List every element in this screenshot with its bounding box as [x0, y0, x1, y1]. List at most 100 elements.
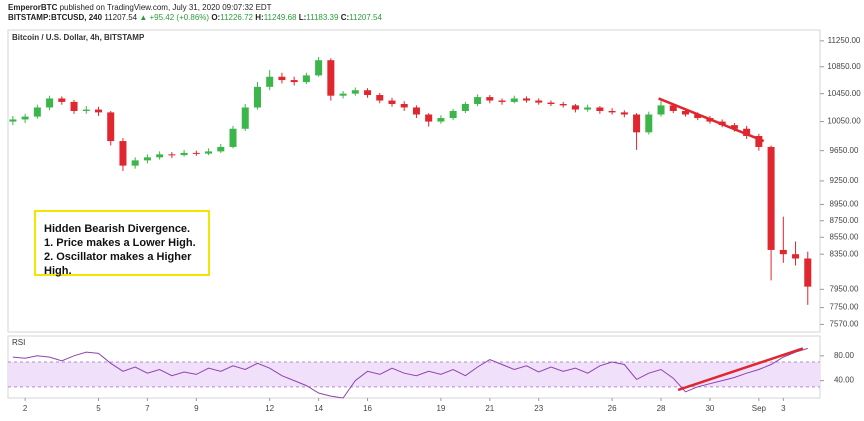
candle-body — [241, 107, 249, 129]
y-tick-label: 8550.00 — [830, 232, 859, 241]
candle-body — [46, 98, 54, 108]
candle-body — [229, 128, 237, 147]
change: ▲ +95.42 (+0.86%) — [139, 13, 210, 22]
candle-body — [70, 101, 78, 111]
candle-body — [767, 146, 775, 250]
y-tick-label: 9650.00 — [830, 146, 859, 155]
candle-body — [792, 254, 800, 259]
candle-body — [743, 128, 751, 136]
candle-body — [523, 98, 531, 101]
x-tick-label: 3 — [781, 404, 786, 413]
x-tick-label: 2 — [23, 404, 28, 413]
price-pane — [7, 29, 821, 333]
ohlc-label: O: — [211, 13, 221, 22]
candle-body — [9, 119, 17, 122]
candle-body — [620, 112, 628, 115]
candle-body — [364, 90, 372, 96]
candle-body — [21, 116, 29, 120]
candle-body — [192, 152, 200, 154]
candle-body — [131, 160, 139, 166]
header: EmperorBTC published on TradingView.com,… — [8, 3, 382, 23]
candle-body — [278, 76, 286, 81]
x-tick-label: Sep — [752, 404, 767, 413]
candle-body — [694, 114, 702, 119]
y-tick-label: 11250.00 — [828, 36, 861, 45]
rsi-line — [12, 347, 808, 399]
ohlc-label: L: — [298, 13, 307, 22]
symbol: BITSTAMP:BTCUSD, 240 — [8, 13, 103, 22]
candle-body — [449, 110, 457, 119]
x-tick-label: 28 — [657, 404, 666, 413]
candle-body — [608, 110, 616, 113]
ohlc: O:11226.72 H:11249.68 L:11183.39 C:11207… — [211, 13, 382, 22]
x-tick-label: 5 — [96, 404, 101, 413]
candle-body — [400, 103, 408, 108]
candle-body — [437, 118, 445, 122]
candle-body — [107, 112, 115, 142]
x-tick-label: 19 — [436, 404, 445, 413]
candle-body — [657, 105, 665, 115]
publish-line: EmperorBTC published on TradingView.com,… — [8, 3, 382, 13]
x-tick-label: 26 — [608, 404, 617, 413]
y-tick-label: 8750.00 — [830, 216, 859, 225]
candle-body — [633, 114, 641, 133]
candle-body — [571, 105, 579, 110]
candle-body — [461, 103, 469, 111]
y-tick-label: 9250.00 — [830, 176, 859, 185]
pane-title: RSI — [12, 338, 25, 347]
candle-body — [510, 98, 518, 102]
y-tick-label: 8350.00 — [830, 249, 859, 258]
y-tick-label: 10450.00 — [827, 89, 861, 98]
candle-body — [474, 97, 482, 104]
candle-body — [584, 107, 592, 110]
x-tick-label: 16 — [363, 404, 372, 413]
ohlc-value: 11183.39 — [306, 13, 339, 22]
candle-body — [143, 157, 151, 161]
candle-body — [486, 97, 494, 101]
x-tick-label: 7 — [145, 404, 150, 413]
candle-body — [205, 151, 213, 154]
candle-body — [779, 249, 787, 255]
x-tick-label: 12 — [265, 404, 274, 413]
quote-line: BITSTAMP:BTCUSD, 240 11207.54 ▲ +95.42 (… — [8, 13, 382, 23]
ohlc-label: C: — [340, 13, 350, 22]
x-tick-label: 23 — [534, 404, 543, 413]
candle-body — [596, 107, 604, 111]
annotation-line: 1. Price makes a Lower High. — [44, 237, 196, 249]
x-tick-label: 30 — [705, 404, 714, 413]
candle-body — [645, 114, 653, 133]
candle-body — [315, 60, 323, 76]
rsi-band — [8, 362, 820, 387]
candle-body — [339, 93, 347, 96]
candle-body — [253, 86, 261, 108]
candle-body — [119, 141, 127, 166]
candle-body — [669, 105, 677, 111]
ohlc-label: H: — [255, 13, 264, 22]
candle-body — [266, 76, 274, 87]
y-tick-label: 10850.00 — [827, 62, 861, 71]
candle-body — [412, 107, 420, 115]
candle-body — [730, 125, 738, 129]
candle-body — [327, 60, 335, 96]
y-tick-label: 10050.00 — [827, 117, 861, 126]
candle-body — [804, 258, 812, 287]
candle-body — [755, 135, 763, 147]
x-tick-label: 14 — [314, 404, 323, 413]
y-tick-label: 40.00 — [834, 376, 855, 385]
y-tick-label: 80.00 — [834, 351, 855, 360]
candle-body — [290, 80, 298, 83]
x-tick-label: 9 — [194, 404, 199, 413]
candle-body — [388, 100, 396, 104]
trend-line — [677, 347, 804, 392]
last: 11207.54 — [104, 13, 138, 22]
candle-body — [351, 90, 359, 94]
candle-body — [168, 154, 176, 156]
candle-body — [94, 109, 102, 113]
candle-body — [302, 75, 310, 83]
candle-body — [58, 98, 66, 102]
candle-body — [156, 154, 164, 158]
trend-line — [658, 97, 765, 143]
ohlc-value: 11249.68 — [263, 13, 297, 22]
